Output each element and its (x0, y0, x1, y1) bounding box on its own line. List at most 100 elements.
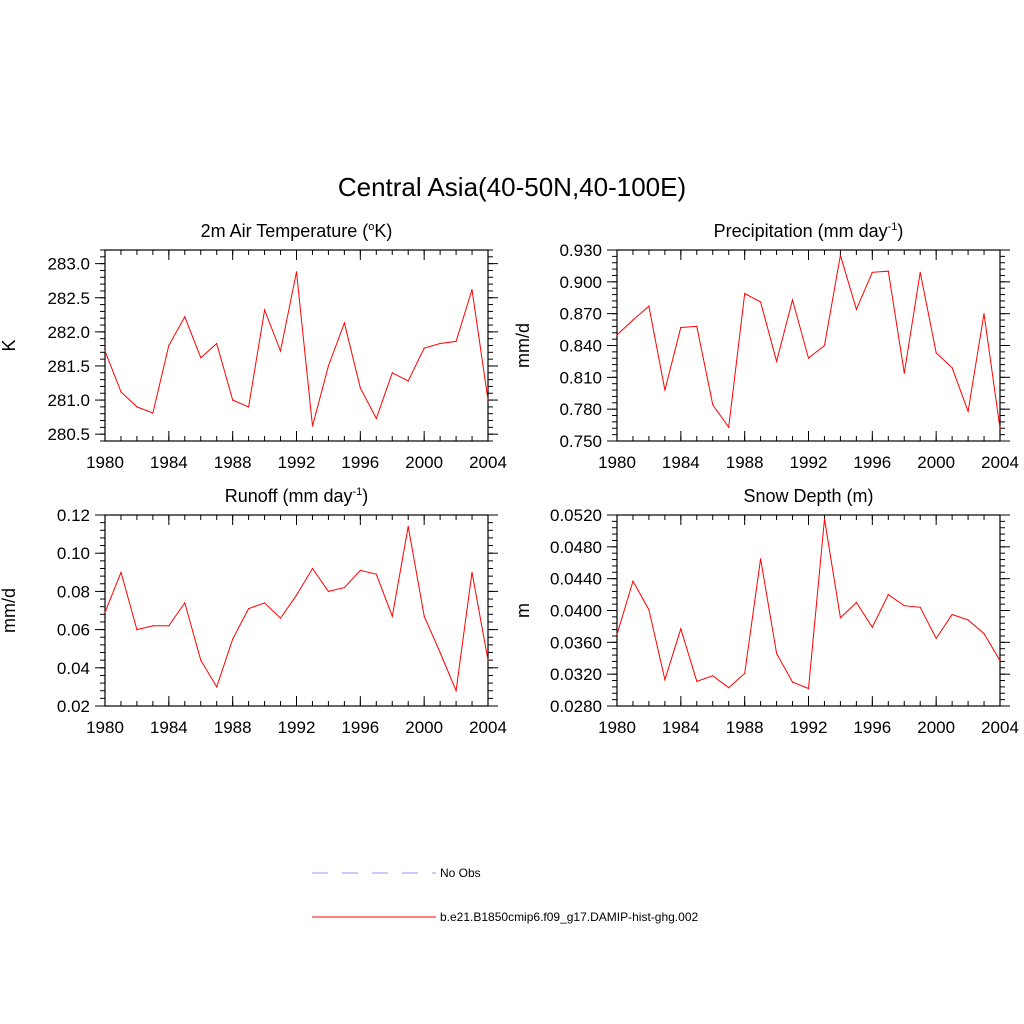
series-line (616, 518, 1001, 690)
y-tick-label: 281.0 (47, 391, 90, 410)
y-tick-label: 0.750 (559, 432, 602, 451)
y-axis-label: K (0, 339, 19, 351)
data-point (903, 605, 905, 607)
panel-title-main: 2m Air Temperature ( (201, 221, 369, 241)
x-tick-label: 2000 (405, 453, 443, 472)
plot-frame (104, 249, 489, 442)
panel-title: Snow Depth (m) (743, 486, 873, 506)
x-tick-label: 1992 (790, 453, 828, 472)
data-point (712, 675, 714, 677)
data-point (999, 660, 1001, 662)
data-point (696, 680, 698, 682)
data-point (184, 602, 186, 604)
data-point (327, 590, 329, 593)
data-point (760, 301, 762, 303)
data-point (264, 309, 266, 311)
data-point (791, 299, 794, 301)
data-point (680, 326, 682, 329)
data-point (823, 344, 826, 347)
y-tick-label: 280.5 (47, 425, 90, 444)
y-tick-label: 0.04 (57, 659, 90, 678)
data-point (903, 372, 905, 374)
data-point (935, 352, 937, 354)
panel-title-tail: ) (897, 221, 903, 241)
y-tick-label: 0.06 (57, 621, 90, 640)
data-point (855, 601, 858, 604)
data-point (295, 271, 298, 273)
panel-4: Snow Depth (m) m 1980 1984 1988 1992 1996 2000 2… (513, 486, 1019, 737)
panel-title: Runoff (mm day-1) (225, 486, 369, 506)
y-axis-label: mm/d (0, 588, 19, 633)
x-tick-label: 1980 (86, 453, 124, 472)
data-point (375, 417, 377, 420)
y-tick-label: 0.0520 (550, 506, 602, 525)
data-point (999, 427, 1001, 429)
y-tick-label: 0.0480 (550, 538, 602, 557)
y-tick-label: 0.840 (559, 337, 602, 356)
x-tick-label: 1984 (662, 718, 700, 737)
data-point (455, 340, 457, 342)
data-point (391, 615, 393, 617)
data-point (712, 404, 714, 406)
x-tick-label: 2004 (469, 453, 507, 472)
y-tick-label: 0.900 (559, 273, 602, 292)
y-tick-label: 0.02 (57, 697, 90, 716)
data-point (232, 638, 234, 640)
data-point (648, 609, 650, 611)
panel-1: 2m Air Temperature (oK) K 1980 1984 1988 1992… (0, 221, 507, 472)
data-point (823, 518, 826, 520)
data-point (744, 672, 746, 675)
x-tick-label: 1996 (341, 453, 379, 472)
data-point (407, 525, 409, 528)
data-point (343, 322, 345, 324)
series-line (616, 255, 1001, 429)
data-point (744, 292, 746, 295)
data-point (279, 350, 282, 352)
data-point (951, 367, 953, 369)
x-tick-label: 1988 (726, 453, 764, 472)
x-tick-label: 2000 (917, 453, 955, 472)
y-tick-label: 0.930 (559, 241, 602, 260)
x-tick-label: 1984 (150, 453, 188, 472)
y-tick-label: 0.0400 (550, 602, 602, 621)
x-tick-label: 1984 (662, 453, 700, 472)
panel-title-tail: ) (362, 486, 368, 506)
data-point (664, 679, 666, 681)
x-tick-label: 1980 (598, 453, 636, 472)
y-tick-label: 0.870 (559, 305, 602, 324)
y-tick-label: 0.780 (559, 400, 602, 419)
data-point (216, 342, 218, 345)
data-point (839, 617, 842, 619)
panel-title-main: Snow Depth (m) (743, 486, 873, 506)
data-point (967, 410, 969, 412)
x-tick-label: 1980 (86, 718, 124, 737)
data-point (616, 334, 618, 336)
x-tick-label: 2004 (981, 718, 1019, 737)
figure-title: Central Asia(40-50N,40-100E) (338, 172, 686, 202)
x-tick-label: 2004 (469, 718, 507, 737)
y-axis-label: m (513, 603, 533, 618)
data-point (120, 391, 122, 393)
x-tick-label: 1996 (341, 718, 379, 737)
x-tick-label: 1992 (278, 718, 316, 737)
data-point (136, 406, 138, 408)
data-point (120, 571, 122, 573)
data-point (728, 687, 730, 689)
data-point (887, 594, 889, 596)
data-point (616, 633, 618, 636)
data-point (807, 357, 810, 359)
data-point (232, 399, 234, 401)
x-tick-label: 2000 (405, 718, 443, 737)
plot-frame (616, 249, 1001, 442)
data-point (648, 305, 650, 307)
panel-title-sup: o (368, 221, 374, 233)
y-tick-label: 282.5 (47, 289, 90, 308)
panel-2: Precipitation (mm day-1) mm/d 1980 1984 1988… (513, 221, 1019, 472)
panel-title: 2m Air Temperature (oK) (201, 221, 393, 241)
data-point (264, 602, 266, 604)
data-point (168, 625, 170, 627)
legend: No Obs b.e21.B1850cmip6.f09_g17.DAMIP-hi… (312, 866, 698, 924)
data-point (855, 308, 858, 310)
x-tick-label: 1992 (790, 718, 828, 737)
